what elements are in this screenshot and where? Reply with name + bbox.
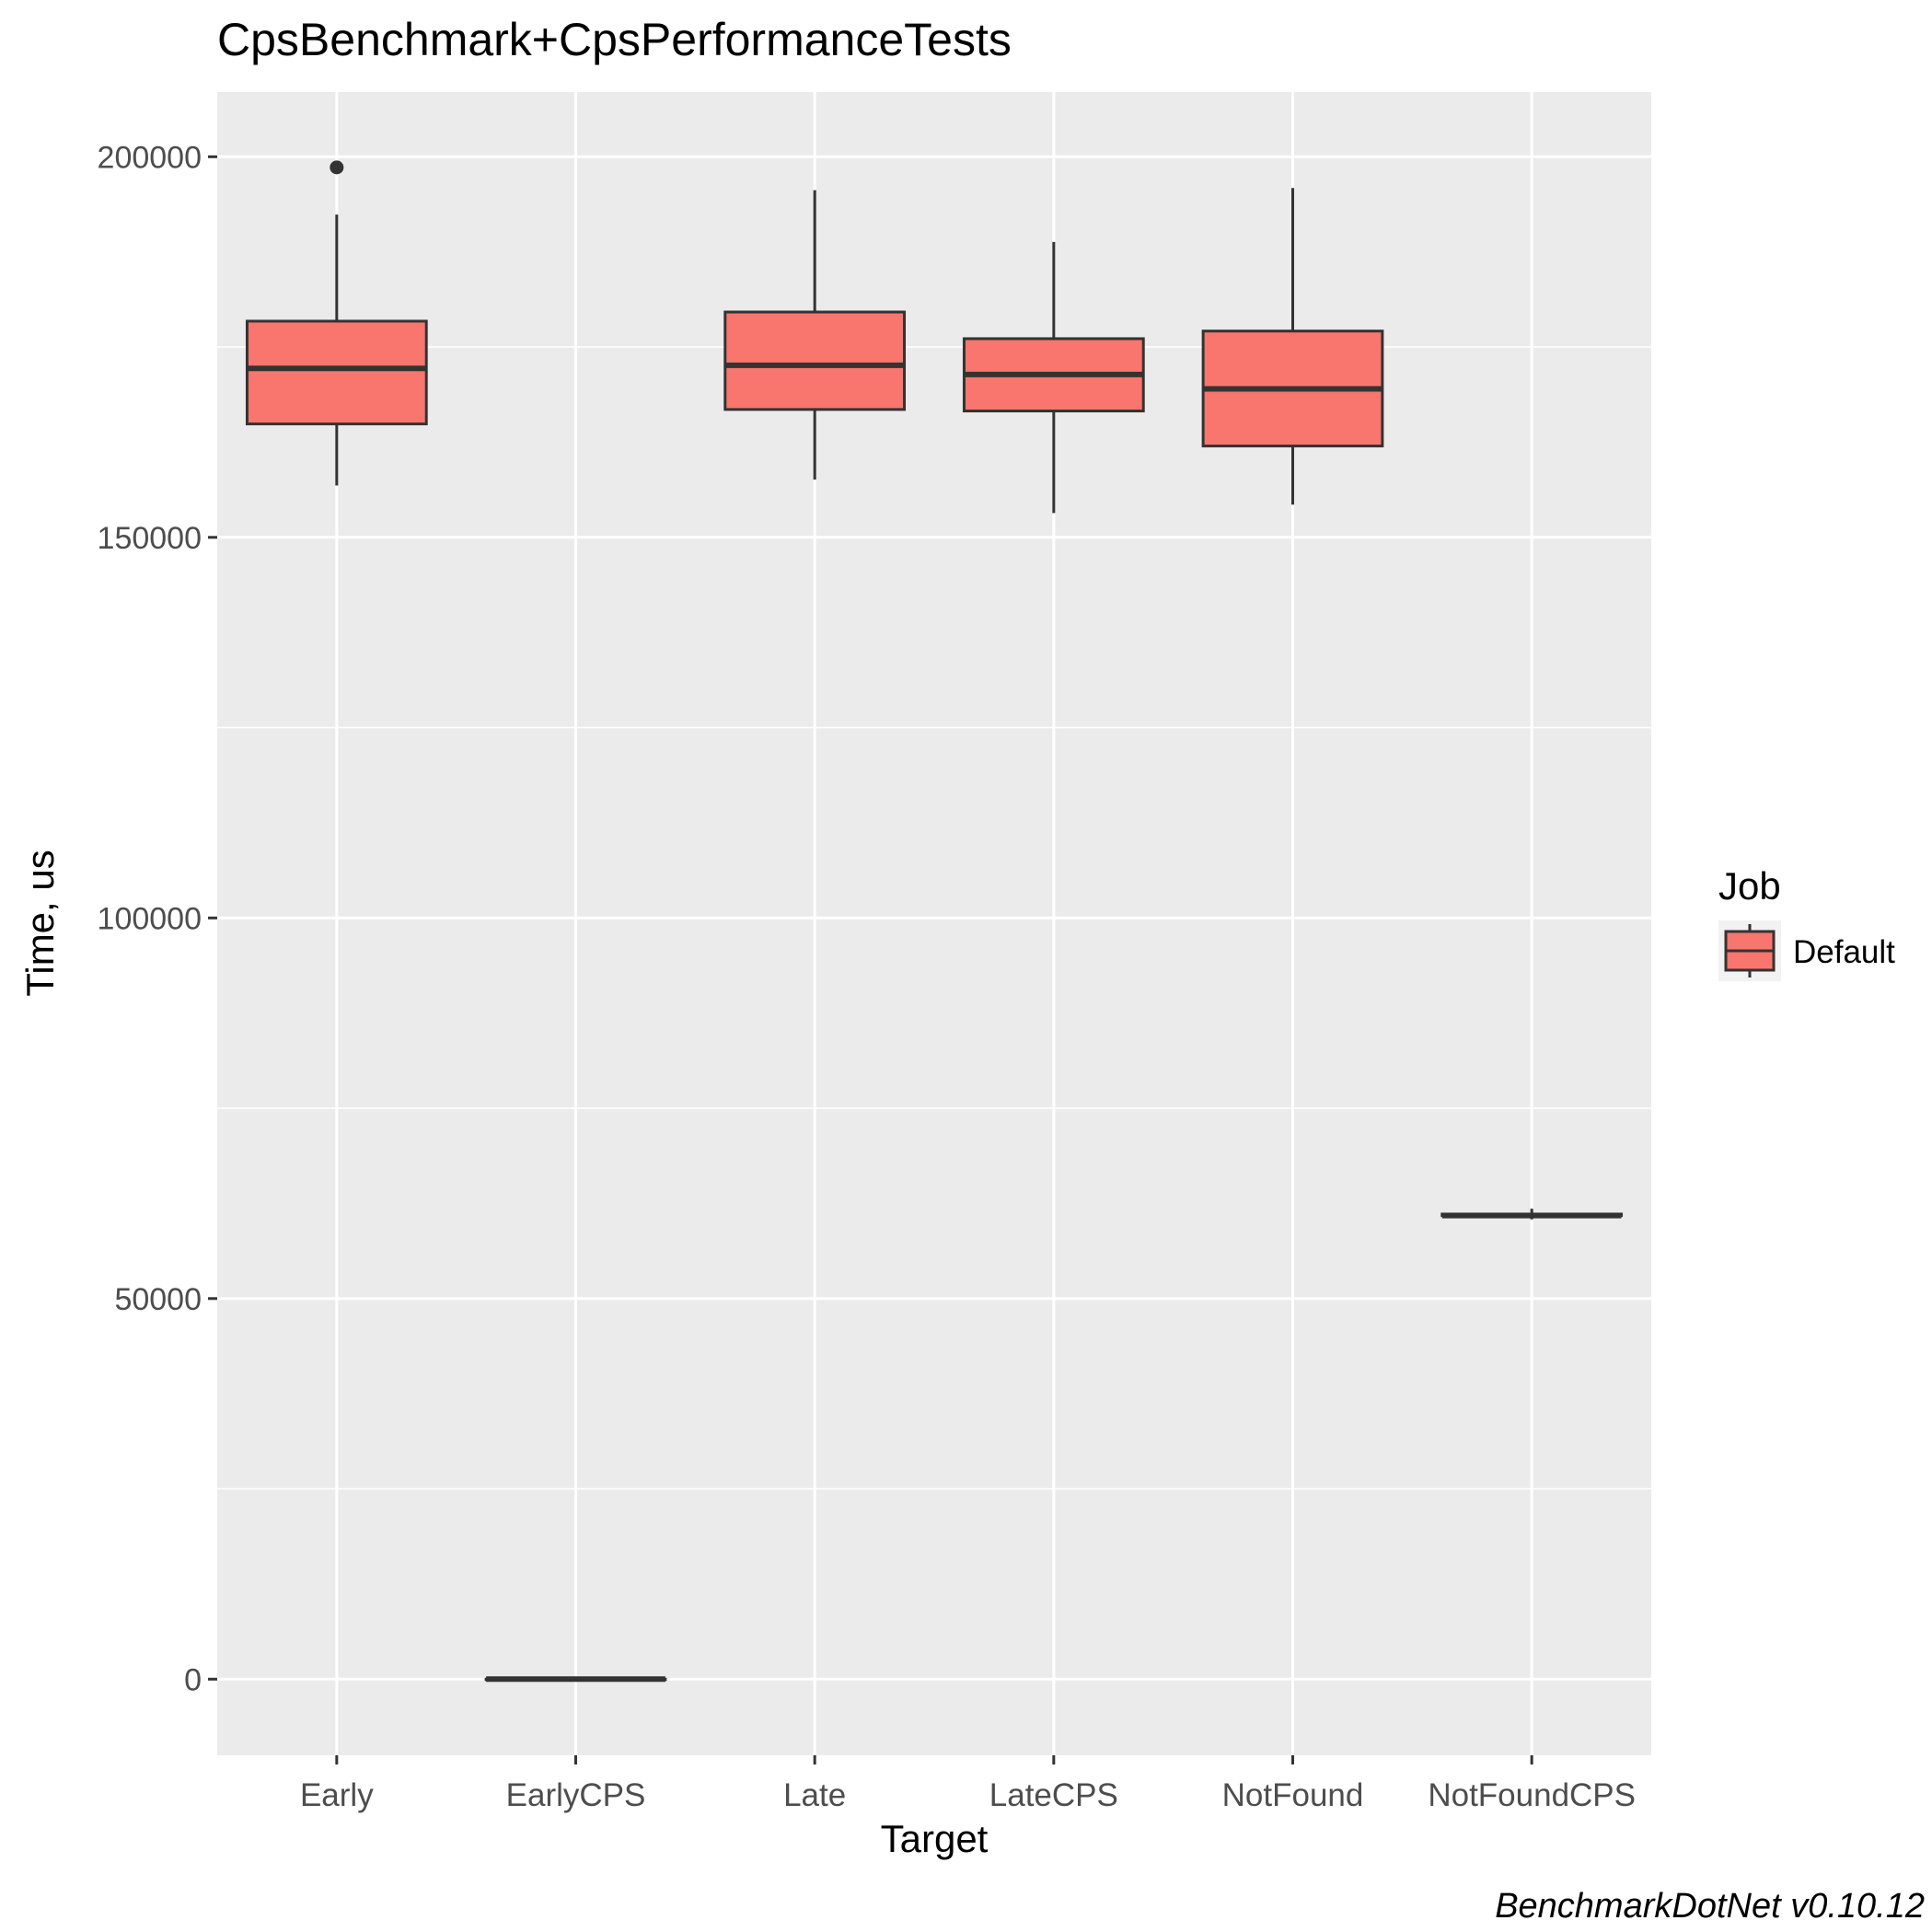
box-group-early — [245, 160, 428, 486]
x-tick-label-notfound: NotFound — [1222, 1777, 1364, 1813]
y-tick-label-50000: 50000 — [114, 1282, 202, 1317]
box-late — [723, 310, 907, 411]
x-axis: Early EarlyCPS Late LateCPS NotFound NotFound… — [300, 1755, 1636, 1813]
x-tick-label-earlycps: EarlyCPS — [506, 1777, 646, 1813]
boxplot-boxes — [245, 160, 1624, 1683]
caption: BenchmarkDotNet v0.10.12 — [1495, 1887, 1925, 1926]
y-axis: 0 50000 100000 150000 200000 — [98, 140, 217, 1697]
y-tick-label-0: 0 — [184, 1662, 202, 1697]
box-group-late — [723, 190, 907, 480]
outlier-point-early-0 — [330, 160, 344, 175]
legend-title: Job — [1718, 864, 1781, 908]
x-axis-title: Target — [881, 1817, 989, 1860]
legend: Job Default — [1718, 864, 1895, 981]
box-group-notfound — [1201, 188, 1384, 505]
chart-title: CpsBenchmark+CpsPerformanceTests — [217, 14, 1012, 65]
box-group-latecps — [962, 241, 1145, 514]
x-tick-label-notfoundcps: NotFoundCPS — [1428, 1777, 1636, 1813]
y-tick-label-200000: 200000 — [98, 140, 202, 175]
x-tick-label-late: Late — [783, 1777, 846, 1813]
x-tick-label-latecps: LateCPS — [989, 1777, 1118, 1813]
box-early — [245, 319, 428, 426]
box-group-earlycps — [484, 1676, 667, 1683]
minor-gridlines — [217, 346, 1651, 1490]
y-tick-label-100000: 100000 — [98, 901, 202, 936]
box-group-notfoundcps — [1440, 1209, 1624, 1220]
y-tick-label-150000: 150000 — [98, 521, 202, 556]
x-tick-label-early: Early — [300, 1777, 374, 1813]
y-axis-title: Time, us — [18, 850, 62, 996]
plot-panel — [217, 92, 1651, 1755]
legend-entry-default: Default — [1793, 934, 1895, 970]
